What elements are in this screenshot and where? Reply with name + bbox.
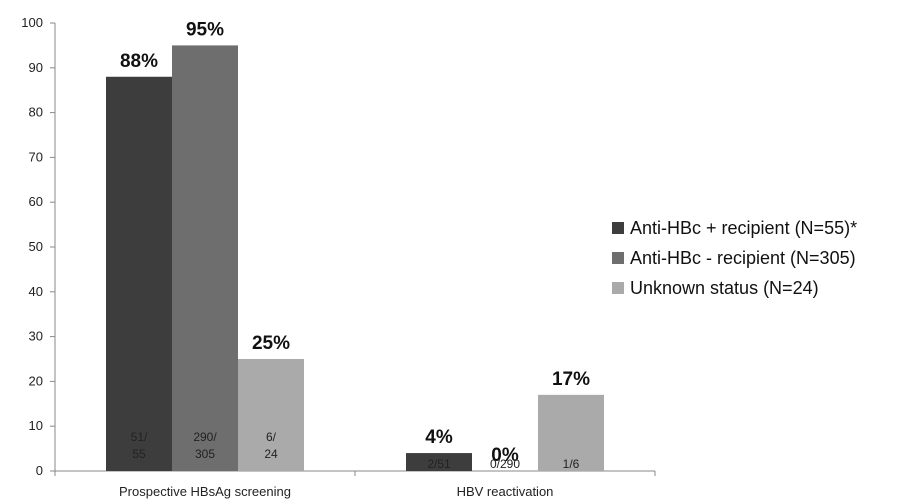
legend: Anti-HBc + recipient (N=55)* Anti-HBc - r… [612,218,857,298]
bar-count-label: 0/290 [490,457,520,471]
bar-count-label: 24 [264,447,278,461]
bar [406,453,472,471]
bar-percent-label: 4% [425,427,453,448]
legend-swatch [612,252,624,264]
bar-percent-label: 95% [186,19,224,40]
y-tick-label: 40 [29,284,43,299]
legend-label: Anti-HBc + recipient (N=55)* [630,218,857,238]
bar-count-label: 51/ [131,430,148,444]
bar-count-label: 6/ [266,430,277,444]
bar-count-label: 1/6 [563,457,580,471]
y-tick-label: 10 [29,418,43,433]
bar [238,359,304,471]
y-tick-label: 0 [36,463,43,478]
y-tick-label: 90 [29,60,43,75]
bar [538,394,604,471]
y-tick-label: 30 [29,329,43,344]
y-tick-label: 80 [29,105,43,120]
bar-percent-label: 17% [552,369,590,390]
bar-count-label: 305 [195,447,215,461]
bar [106,76,172,471]
legend-swatch [612,282,624,294]
axes: 0 10 20 30 40 50 60 70 80 90 100 Prospective HBsAg … [21,15,656,499]
bar-percent-label: 88% [120,51,158,72]
y-tick-label: 50 [29,239,43,254]
y-tick-label: 20 [29,373,43,388]
legend-swatch [612,222,624,234]
y-tick-label: 60 [29,194,43,209]
x-category-label: Prospective HBsAg screening [119,484,291,499]
bar-count-label: 2/51 [427,457,451,471]
y-tick-label: 100 [21,15,43,30]
bar-count-label: 290/ [193,430,217,444]
bar-count-label: 55 [132,447,146,461]
bar-labels: 88% 51/55 95% 290/305 25% 6/24 4% 2/51 0%0/290 17… [120,19,590,471]
x-category-label: HBV reactivation [457,484,554,499]
bar-percent-label: 25% [252,333,290,354]
legend-label: Unknown status (N=24) [630,278,819,298]
bars [106,45,604,472]
bar [172,45,238,472]
y-tick-label: 70 [29,149,43,164]
legend-label: Anti-HBc - recipient (N=305) [630,248,856,268]
bar-percent-label: 0% [491,445,519,466]
